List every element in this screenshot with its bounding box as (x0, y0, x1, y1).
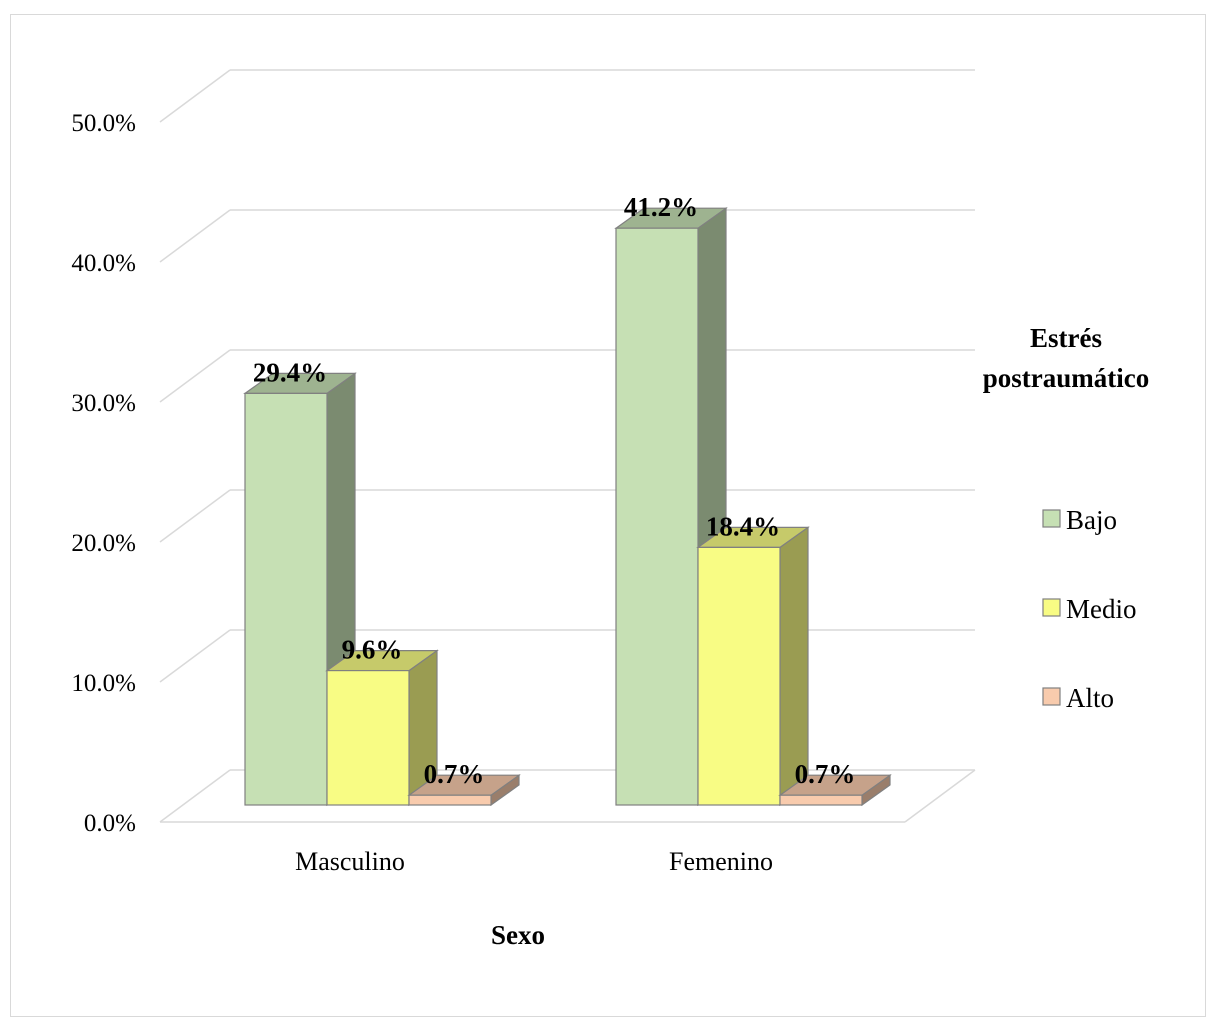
grid-line-diagonal (159, 489, 231, 543)
legend: Estrés postraumático Bajo Medio Alto (983, 323, 1149, 713)
data-label: 18.4% (706, 511, 780, 541)
legend-swatch (1042, 598, 1061, 617)
bar-front (779, 794, 863, 806)
data-label: 0.7% (795, 759, 856, 789)
legend-item-medio: Medio (1042, 594, 1137, 624)
legend-label: Alto (1066, 683, 1114, 713)
y-tick-label: 10.0% (71, 670, 136, 697)
bars-layer (243, 207, 892, 807)
x-axis-categories: Masculino Femenino (295, 847, 773, 876)
y-tick-label: 20.0% (71, 530, 136, 557)
legend-swatch (1042, 509, 1061, 528)
bar-front (408, 794, 492, 806)
y-tick-label: 40.0% (71, 250, 136, 277)
floor-edge (904, 769, 976, 823)
bar-front (697, 546, 781, 806)
data-labels-layer: 29.4% 9.6% 0.7% 41.2% 18.4% 0.7% (253, 192, 856, 789)
bar-medio-femenino (696, 526, 810, 807)
data-label: 0.7% (424, 759, 485, 789)
bar-front (326, 669, 410, 806)
x-axis-title: Sexo (491, 920, 545, 950)
legend-swatch (1042, 687, 1061, 706)
bar-front (244, 392, 328, 806)
x-category-label: Masculino (295, 847, 405, 876)
chart-frame (10, 14, 1206, 1017)
legend-title: postraumático (983, 363, 1149, 393)
data-label: 29.4% (253, 357, 327, 387)
y-tick-label: 50.0% (71, 110, 136, 137)
grid-line-diagonal (159, 629, 231, 683)
bar-front (615, 227, 699, 806)
bar-alto-femenino (778, 774, 892, 807)
grid-line-diagonal (159, 209, 231, 263)
data-label: 41.2% (624, 192, 698, 222)
legend-item-alto: Alto (1042, 683, 1114, 713)
data-label: 9.6% (342, 635, 403, 665)
grid-line-diagonal (159, 769, 231, 823)
legend-label: Medio (1066, 594, 1137, 624)
bar-alto-masculino (407, 774, 521, 807)
grid-line-diagonal (159, 349, 231, 403)
y-tick-label: 30.0% (71, 390, 136, 417)
grid-line-diagonal (159, 69, 231, 123)
y-axis-ticks: 0.0% 10.0% 20.0% 30.0% 40.0% 50.0% (71, 110, 136, 837)
legend-title: Estrés (1030, 323, 1102, 353)
x-category-label: Femenino (669, 847, 773, 876)
legend-item-bajo: Bajo (1042, 505, 1117, 535)
y-tick-label: 0.0% (84, 810, 136, 837)
legend-label: Bajo (1066, 505, 1117, 535)
bar-medio-masculino (325, 649, 439, 807)
